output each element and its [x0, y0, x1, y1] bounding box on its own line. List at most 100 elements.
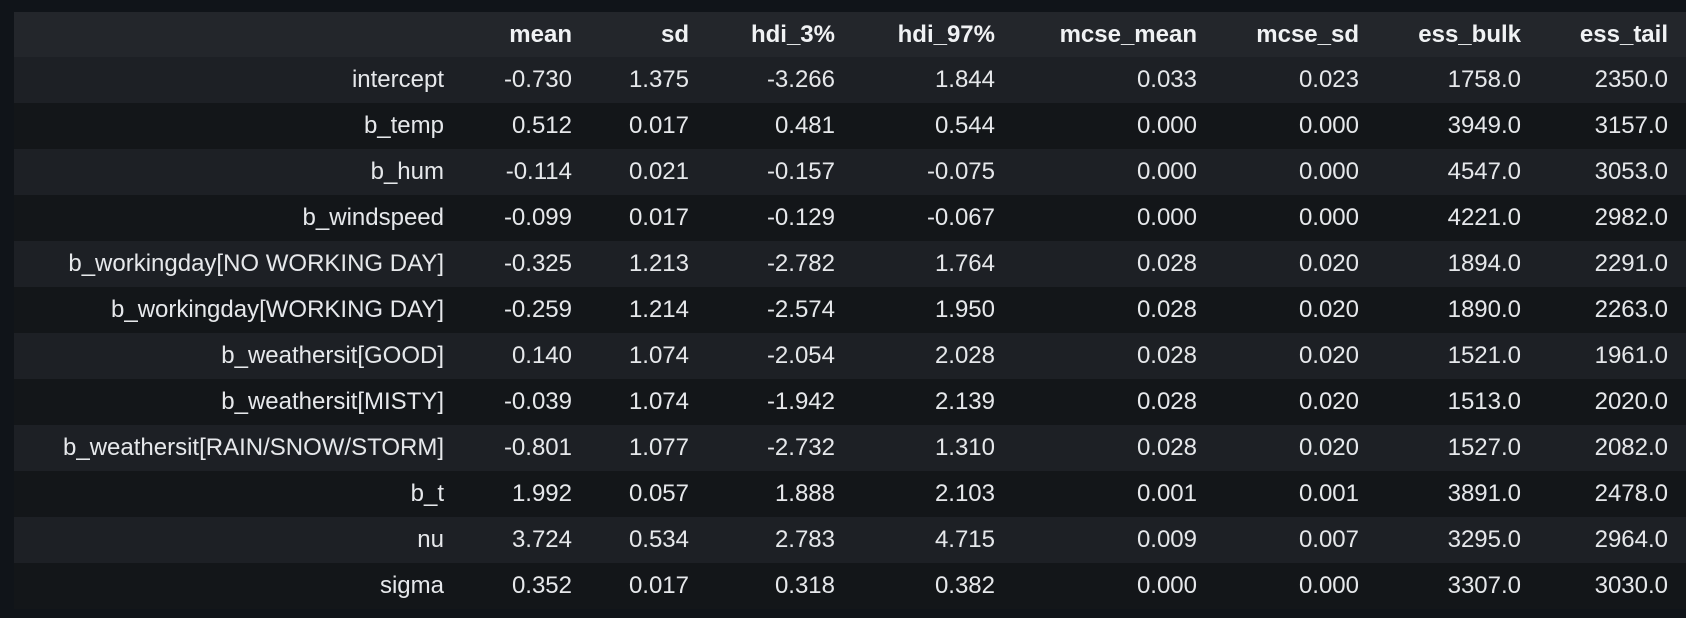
cell-hdi-3: -0.129: [703, 195, 849, 241]
cell-hdi-97: 1.844: [849, 57, 1009, 103]
cell-hdi-3: -2.054: [703, 333, 849, 379]
cell-mcse-mean: 0.028: [1009, 241, 1211, 287]
table-row: b_workingday[WORKING DAY] -0.259 1.214 -2.5…: [14, 287, 1686, 333]
cell-mcse-mean: 0.000: [1009, 195, 1211, 241]
row-label: b_windspeed: [14, 195, 458, 241]
cell-mean: -0.114: [458, 149, 586, 195]
table-row: b_t 1.992 0.057 1.888 2.103 0.001 0.001 3891.0 2…: [14, 471, 1686, 517]
table-row: b_windspeed -0.099 0.017 -0.129 -0.067 0.000 0…: [14, 195, 1686, 241]
cell-mean: 0.512: [458, 103, 586, 149]
cell-ess-bulk: 1513.0: [1373, 379, 1535, 425]
cell-hdi-3: -0.157: [703, 149, 849, 195]
cell-sd: 0.534: [586, 517, 703, 563]
row-label: nu: [14, 517, 458, 563]
table-row: b_hum -0.114 0.021 -0.157 -0.075 0.000 0.000 45…: [14, 149, 1686, 195]
row-label: sigma: [14, 563, 458, 609]
table-row: intercept -0.730 1.375 -3.266 1.844 0.033 0.02…: [14, 57, 1686, 103]
cell-sd: 0.017: [586, 103, 703, 149]
cell-ess-tail: 2082.0: [1535, 425, 1682, 471]
cell-sd: 1.074: [586, 379, 703, 425]
cell-mcse-mean: 0.028: [1009, 333, 1211, 379]
cell-mcse-mean: 0.009: [1009, 517, 1211, 563]
row-label: b_weathersit[MISTY]: [14, 379, 458, 425]
cell-ess-tail: 2020.0: [1535, 379, 1682, 425]
cell-sd: 0.017: [586, 195, 703, 241]
cell-mcse-mean: 0.028: [1009, 379, 1211, 425]
column-header-r-hat: r_hat: [1682, 12, 1686, 57]
cell-mcse-sd: 0.023: [1211, 57, 1373, 103]
cell-hdi-3: 0.318: [703, 563, 849, 609]
cell-hdi-97: 0.382: [849, 563, 1009, 609]
cell-mcse-sd: 0.007: [1211, 517, 1373, 563]
row-label: b_temp: [14, 103, 458, 149]
cell-ess-bulk: 1894.0: [1373, 241, 1535, 287]
cell-sd: 1.375: [586, 57, 703, 103]
cell-ess-tail: 2982.0: [1535, 195, 1682, 241]
cell-mcse-mean: 0.028: [1009, 425, 1211, 471]
cell-hdi-97: 2.028: [849, 333, 1009, 379]
row-label: b_workingday[NO WORKING DAY]: [14, 241, 458, 287]
table-row: sigma 0.352 0.017 0.318 0.382 0.000 0.000 3307.…: [14, 563, 1686, 609]
table-row: b_weathersit[MISTY] -0.039 1.074 -1.942 2.13…: [14, 379, 1686, 425]
cell-r-hat: 1.0: [1682, 563, 1686, 609]
cell-sd: 1.077: [586, 425, 703, 471]
cell-mcse-sd: 0.020: [1211, 287, 1373, 333]
cell-sd: 1.214: [586, 287, 703, 333]
cell-r-hat: 1.0: [1682, 57, 1686, 103]
cell-mcse-mean: 0.033: [1009, 57, 1211, 103]
cell-r-hat: 1.0: [1682, 471, 1686, 517]
cell-mcse-sd: 0.000: [1211, 563, 1373, 609]
cell-mean: 1.992: [458, 471, 586, 517]
cell-sd: 0.021: [586, 149, 703, 195]
cell-mean: -0.259: [458, 287, 586, 333]
cell-ess-tail: 1961.0: [1535, 333, 1682, 379]
column-header-hdi-97: hdi_97%: [849, 12, 1009, 57]
cell-mean: 0.352: [458, 563, 586, 609]
cell-hdi-3: -1.942: [703, 379, 849, 425]
table-header: mean sd hdi_3% hdi_97% mcse_mean mcse_sd…: [14, 12, 1686, 57]
header-row: mean sd hdi_3% hdi_97% mcse_mean mcse_sd…: [14, 12, 1686, 57]
cell-r-hat: 1.0: [1682, 241, 1686, 287]
cell-ess-bulk: 1521.0: [1373, 333, 1535, 379]
cell-mean: -0.730: [458, 57, 586, 103]
cell-mcse-sd: 0.020: [1211, 379, 1373, 425]
cell-sd: 0.057: [586, 471, 703, 517]
cell-ess-tail: 2263.0: [1535, 287, 1682, 333]
cell-ess-tail: 3030.0: [1535, 563, 1682, 609]
cell-hdi-97: 1.950: [849, 287, 1009, 333]
cell-sd: 1.074: [586, 333, 703, 379]
cell-mcse-sd: 0.000: [1211, 195, 1373, 241]
cell-mcse-sd: 0.001: [1211, 471, 1373, 517]
cell-r-hat: 1.0: [1682, 149, 1686, 195]
cell-r-hat: 1.0: [1682, 425, 1686, 471]
cell-r-hat: 1.0: [1682, 379, 1686, 425]
row-label: b_hum: [14, 149, 458, 195]
table-row: b_workingday[NO WORKING DAY] -0.325 1.213-…: [14, 241, 1686, 287]
cell-ess-bulk: 3307.0: [1373, 563, 1535, 609]
cell-ess-bulk: 3949.0: [1373, 103, 1535, 149]
row-label: b_weathersit[GOOD]: [14, 333, 458, 379]
cell-hdi-97: 1.310: [849, 425, 1009, 471]
column-header-index: [14, 12, 458, 57]
column-header-ess-bulk: ess_bulk: [1373, 12, 1535, 57]
cell-hdi-3: -3.266: [703, 57, 849, 103]
cell-ess-bulk: 3295.0: [1373, 517, 1535, 563]
cell-hdi-3: 1.888: [703, 471, 849, 517]
cell-hdi-97: 1.764: [849, 241, 1009, 287]
cell-mcse-sd: 0.020: [1211, 333, 1373, 379]
cell-mcse-mean: 0.000: [1009, 149, 1211, 195]
cell-ess-tail: 2350.0: [1535, 57, 1682, 103]
cell-ess-tail: 2478.0: [1535, 471, 1682, 517]
cell-mean: -0.325: [458, 241, 586, 287]
column-header-mcse-mean: mcse_mean: [1009, 12, 1211, 57]
cell-mean: 0.140: [458, 333, 586, 379]
cell-hdi-97: 2.139: [849, 379, 1009, 425]
cell-ess-tail: 3157.0: [1535, 103, 1682, 149]
cell-mean: -0.099: [458, 195, 586, 241]
cell-mcse-mean: 0.000: [1009, 103, 1211, 149]
cell-ess-tail: 2964.0: [1535, 517, 1682, 563]
column-header-hdi-3: hdi_3%: [703, 12, 849, 57]
cell-ess-bulk: 3891.0: [1373, 471, 1535, 517]
cell-mcse-sd: 0.000: [1211, 103, 1373, 149]
cell-r-hat: 1.0: [1682, 103, 1686, 149]
